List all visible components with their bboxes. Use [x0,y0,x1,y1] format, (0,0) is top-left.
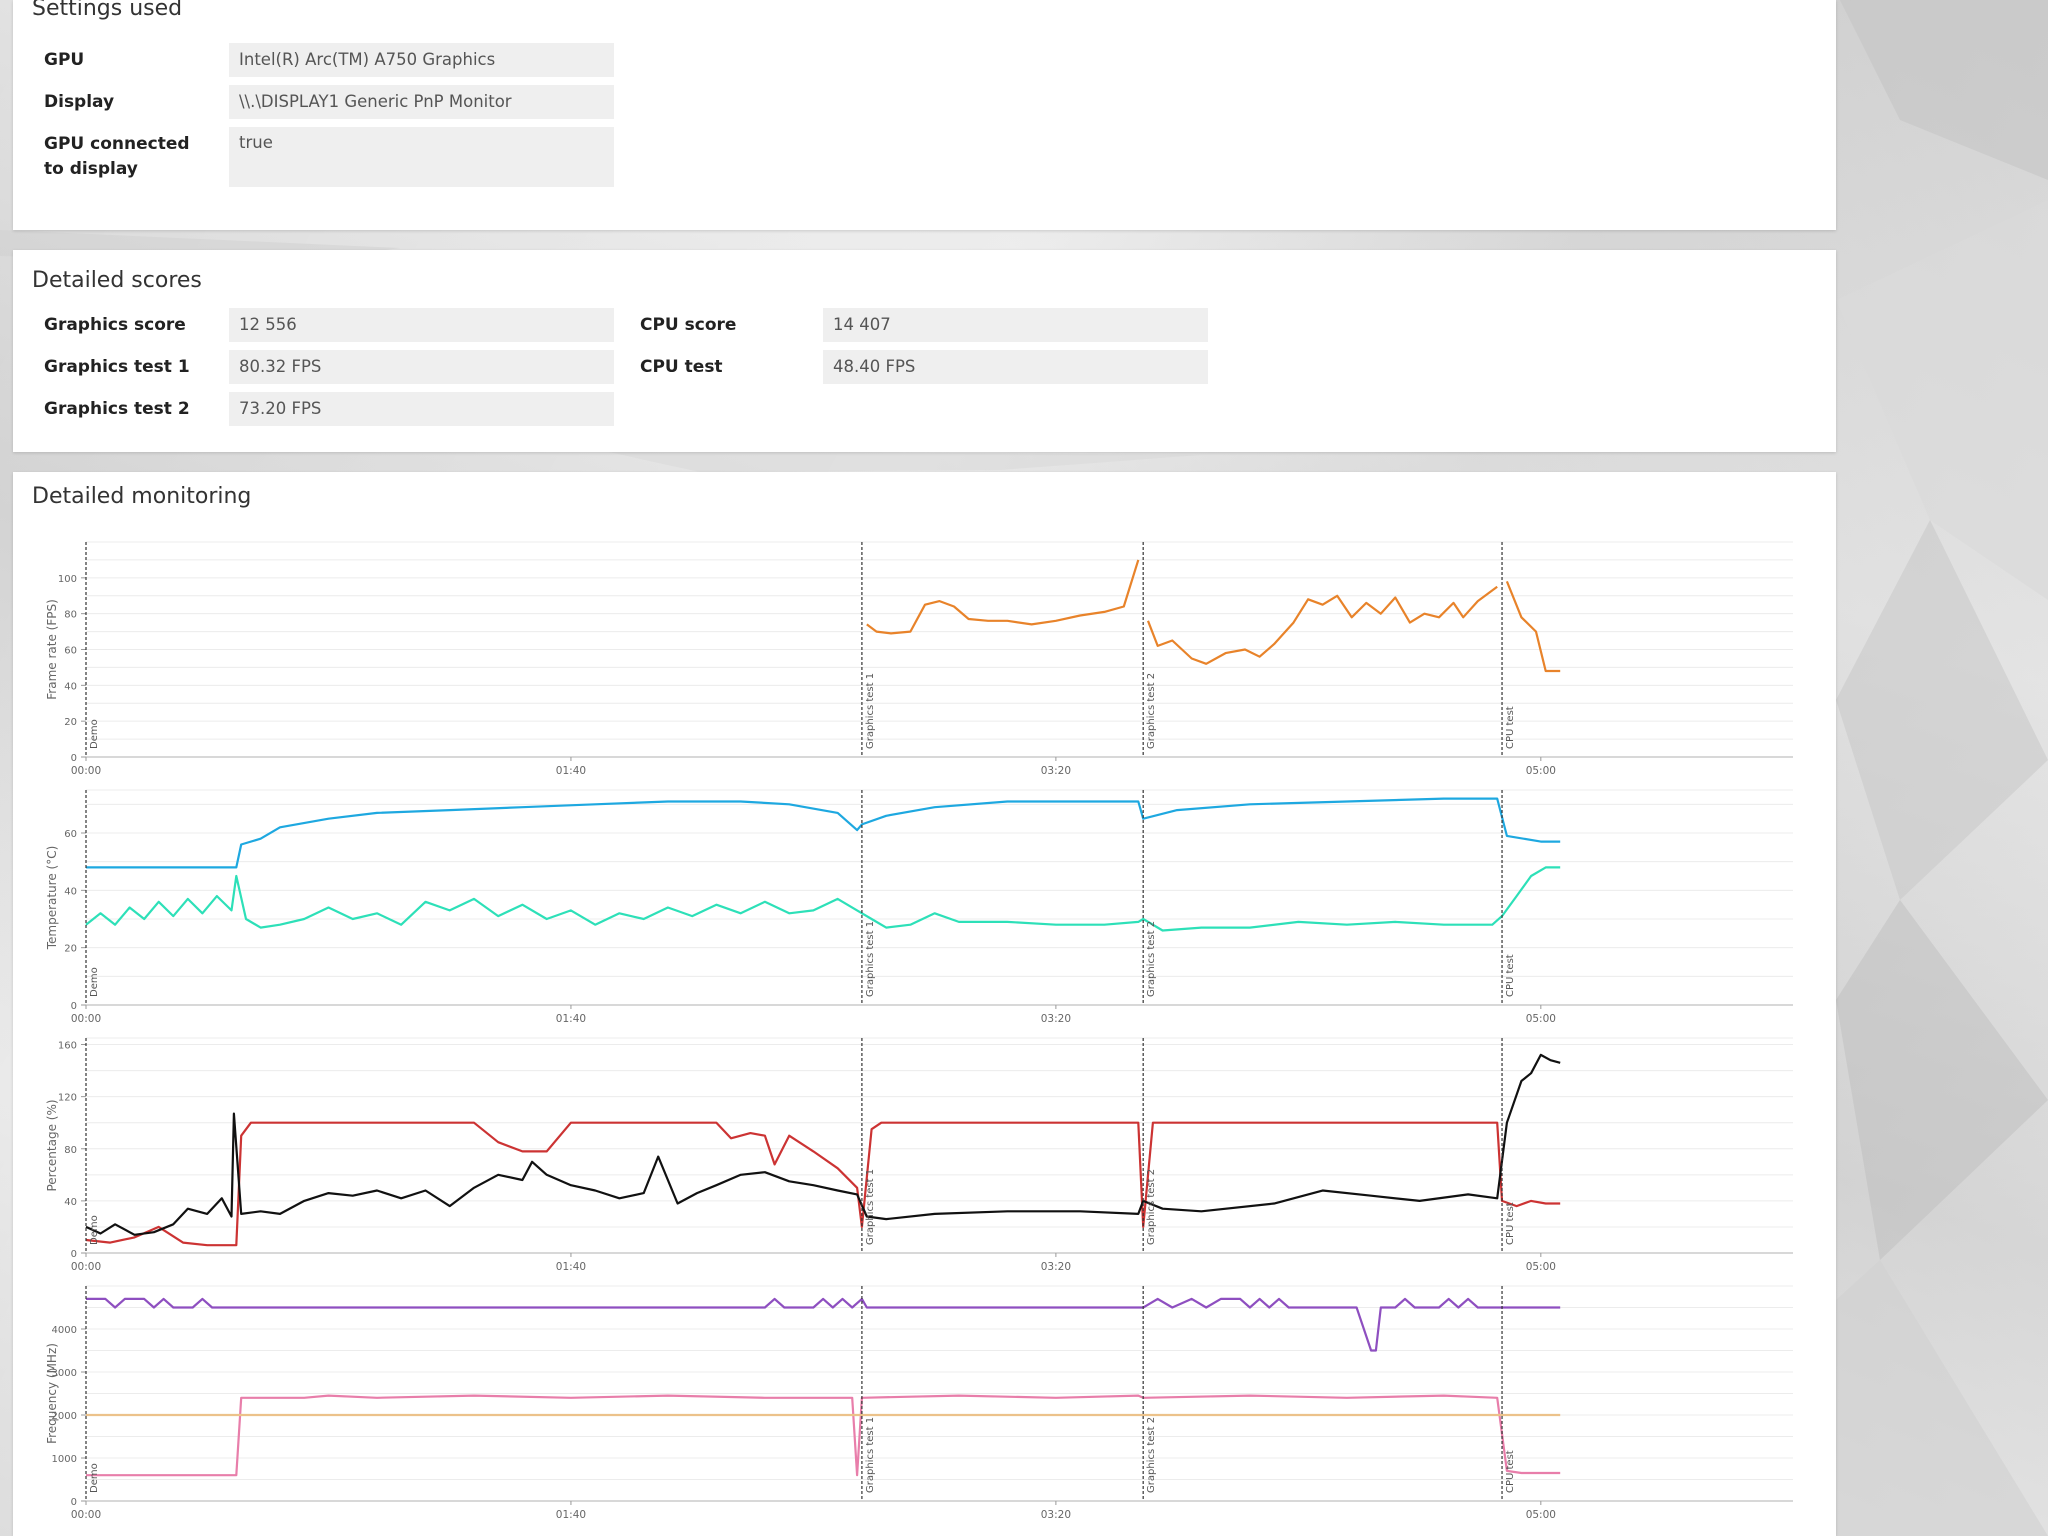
chart-3: 0 40 80 120 160 Percentage (%) 00:00 01:40 03:20… [45,1037,1793,1273]
y-axis-label: Frequency (MHz) [45,1343,59,1444]
chart-4: 0 1000 2000 3000 4000 Frequency (MHz) 00:00 01:… [45,1285,1793,1521]
y-tick-label: 1000 [52,1454,77,1465]
x-tick-label: 05:00 [1526,1509,1556,1521]
y-tick-label: 40 [64,681,77,692]
y-axis-label: Frame rate (FPS) [45,599,59,700]
score-label-cpu-score: CPU score [640,315,737,335]
marker-label: Graphics test 1 [865,1417,876,1493]
x-tick-label: 01:40 [556,1013,586,1025]
marker-label: Graphics test 2 [1146,1417,1157,1493]
marker-label: Graphics test 2 [1146,1169,1157,1245]
score-label-graphics-test-1: Graphics test 1 [44,357,190,377]
x-tick-label: 03:20 [1041,1261,1071,1273]
marker-label: CPU test [1505,1202,1516,1245]
y-tick-label: 2000 [52,1411,77,1422]
scores-title: Detailed scores [32,268,202,293]
series-1-line [86,1297,1561,1352]
y-tick-label: 20 [64,944,77,955]
settings-value-display: \\.\DISPLAY1 Generic PnP Monitor [229,85,614,119]
y-tick-label: 100 [58,574,77,585]
y-tick-label: 0 [71,1001,77,1012]
series-1-line [1505,580,1561,673]
y-tick-label: 80 [64,1145,77,1156]
series-2-line [86,1394,1561,1477]
y-axis-label: Temperature (°C) [45,846,59,951]
x-tick-label: 03:20 [1041,1509,1071,1521]
settings-label-gpu-connected: GPU connected to display [44,134,190,179]
marker-label: Demo [89,1463,100,1493]
x-tick-label: 05:00 [1526,765,1556,777]
chart-2: 0 20 40 60 Temperature (°C) 00:00 01:40 03:20 05… [45,789,1793,1025]
marker-label: Graphics test 1 [865,1169,876,1245]
settings-value-gpu: Intel(R) Arc(TM) A750 Graphics [229,43,614,77]
x-tick-label: 03:20 [1041,1013,1071,1025]
score-value-cpu-test: 48.40 FPS [823,350,1208,384]
y-tick-label: 160 [58,1041,77,1052]
monitoring-title: Detailed monitoring [32,484,252,509]
x-tick-label: 05:00 [1526,1261,1556,1273]
series-2-line [85,1053,1561,1236]
y-tick-label: 120 [58,1093,77,1104]
score-label-graphics-score: Graphics score [44,315,186,335]
series-1-line [86,797,1561,869]
score-value-cpu-score: 14 407 [823,308,1208,342]
score-value-graphics-score: 12 556 [229,308,614,342]
marker-label: Graphics test 1 [865,673,876,749]
y-tick-label: 40 [64,1197,77,1208]
marker-label: Demo [89,1215,100,1245]
y-tick-label: 20 [64,717,77,728]
x-tick-label: 03:20 [1041,765,1071,777]
score-value-graphics-test-2: 73.20 FPS [229,392,614,426]
y-tick-label: 0 [71,753,77,764]
marker-label: Demo [89,719,100,749]
x-tick-label: 00:00 [71,765,101,777]
marker-label: CPU test [1505,706,1516,749]
score-label-graphics-test-2: Graphics test 2 [44,399,190,419]
x-tick-label: 00:00 [71,1509,101,1521]
monitoring-panel: Detailed monitoring 0 20 40 60 80 100 Frame ra… [13,472,1836,1536]
settings-title: Settings used [32,0,183,21]
y-tick-label: 0 [71,1249,77,1260]
series-2-line [85,866,1561,932]
series-1-line [866,559,1140,635]
series-1-line [1146,585,1498,665]
marker-label: CPU test [1505,1450,1516,1493]
x-tick-label: 00:00 [71,1013,101,1025]
y-axis-label: Percentage (%) [45,1099,59,1191]
series-1-line [85,1121,1561,1247]
x-tick-label: 05:00 [1526,1013,1556,1025]
settings-label-display: Display [44,92,115,112]
x-tick-label: 00:00 [71,1261,101,1273]
marker-label: Graphics test 1 [865,921,876,997]
y-tick-label: 60 [64,646,77,657]
scores-panel: Detailed scores Graphics score 12 556 Gr… [13,250,1836,452]
settings-value-gpu-connected: true [229,127,614,187]
settings-panel: Settings used GPU Intel(R) Arc(TM) A750 … [13,0,1836,230]
y-tick-label: 4000 [52,1325,77,1336]
x-tick-label: 01:40 [556,1509,586,1521]
chart-1: 0 20 40 60 80 100 Frame rate (FPS) 00:00 01:40 03… [45,541,1793,777]
marker-label: Graphics test 2 [1146,921,1157,997]
settings-label-gpu: GPU [44,50,85,70]
marker-label: Demo [89,967,100,997]
y-tick-label: 0 [71,1497,77,1508]
score-label-cpu-test: CPU test [640,357,723,377]
y-tick-label: 40 [64,886,77,897]
y-tick-label: 60 [64,829,77,840]
marker-label: Graphics test 2 [1146,673,1157,749]
x-tick-label: 01:40 [556,765,586,777]
x-tick-label: 01:40 [556,1261,586,1273]
marker-label: CPU test [1505,954,1516,997]
y-tick-label: 3000 [52,1368,77,1379]
y-tick-label: 80 [64,610,77,621]
score-value-graphics-test-1: 80.32 FPS [229,350,614,384]
